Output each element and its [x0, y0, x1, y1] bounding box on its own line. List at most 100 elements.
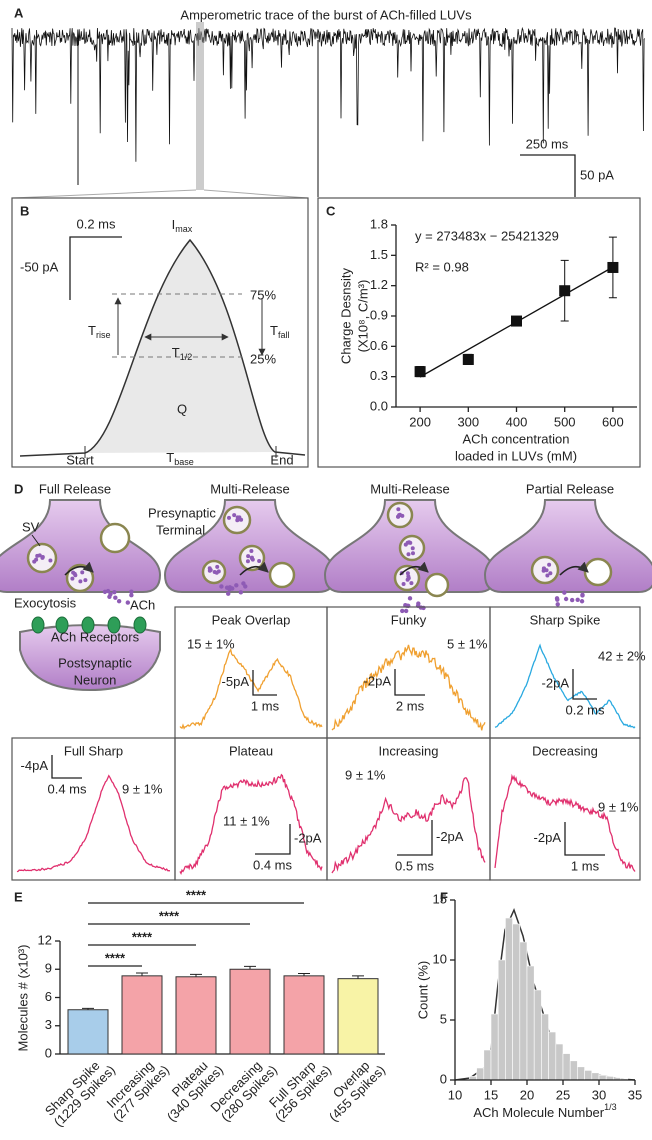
zoom-line [12, 190, 196, 198]
vesicle [270, 563, 294, 587]
x-tick-label: 15 [484, 1087, 498, 1102]
ach-dot [570, 598, 574, 602]
neuron-label: Postsynaptic [58, 655, 132, 670]
base-label-sub: base [174, 457, 194, 467]
ach-receptor [32, 617, 44, 633]
data-point [511, 316, 522, 327]
ach-dot [230, 586, 234, 590]
scale-label: -4pA [21, 758, 49, 773]
scale-label: -2pA [534, 830, 562, 845]
mechanism-title: Full Release [39, 481, 111, 496]
scale-label: -2pA [436, 829, 464, 844]
vesicle [585, 559, 611, 585]
base-label: Tbase [166, 450, 193, 467]
histogram-bar [541, 1014, 548, 1080]
fall-label-main: T [270, 323, 278, 338]
end-label: End [270, 452, 293, 467]
x-tick-label: 25 [556, 1087, 570, 1102]
rise-label-main: T [88, 323, 96, 338]
scale-label: -2pA [294, 830, 322, 845]
ach-dot [580, 593, 584, 597]
panel-label: E [14, 889, 23, 904]
ach-dot [107, 595, 111, 599]
ach-label: ACh [130, 597, 155, 612]
zoom-region [196, 22, 204, 190]
trace-title: Plateau [229, 743, 273, 758]
ach-dot [234, 583, 238, 587]
panel-label: C [326, 203, 336, 218]
current-trace [332, 645, 485, 730]
scale-label: -2pA [364, 673, 392, 688]
trace-fraction: 11 ± 1% [223, 813, 270, 828]
x-tick-label: 200 [409, 414, 431, 429]
ach-dot [249, 549, 253, 553]
vesicle [101, 524, 129, 552]
peak-label-sub: max [175, 224, 193, 234]
ach-dot [225, 585, 229, 589]
ach-dot [408, 596, 412, 600]
ach-dot [409, 581, 413, 585]
x-tick-label: 35 [628, 1087, 642, 1102]
ach-dot [411, 546, 415, 550]
scale-label: 0.2 ms [565, 702, 605, 717]
scale-label: 250 ms [526, 136, 569, 151]
y-axis-label: Charge Desnsity [338, 267, 353, 364]
ach-dot [73, 573, 77, 577]
y-tick-label: 15 [433, 891, 447, 906]
significance-label: **** [105, 950, 126, 965]
ach-dot [48, 559, 52, 563]
terminal-label: Presynaptic [148, 505, 216, 520]
scale-label: 0.2 ms [76, 216, 116, 231]
scale-label: -2pA [542, 675, 570, 690]
ach-dot [257, 559, 261, 563]
scale-label: -5pA [222, 674, 250, 689]
y-tick-label: 12 [38, 932, 52, 947]
x-axis-label-sup: 1/3 [604, 1102, 617, 1112]
rise-label: Trise [88, 323, 110, 340]
ach-dot [408, 541, 412, 545]
significance-label: **** [186, 887, 207, 902]
ach-dot [411, 551, 415, 555]
bar [338, 979, 378, 1054]
ach-dot [208, 569, 212, 573]
panel-label: B [20, 203, 29, 218]
scale-label: 1 ms [251, 698, 280, 713]
fall-label: Tfall [270, 323, 289, 340]
scale-label: -50 pA [20, 259, 59, 274]
ach-dot [250, 556, 254, 560]
ach-dot [41, 555, 45, 559]
vesicle [426, 574, 448, 596]
trace-title: Funky [391, 612, 427, 627]
spike-area [85, 240, 275, 453]
histogram-bar [513, 924, 520, 1080]
trace-title: Increasing [379, 743, 439, 758]
ach-dot [555, 597, 559, 601]
ach-dot [556, 602, 560, 606]
y-tick-label: 0.3 [370, 368, 388, 383]
ach-dot [246, 554, 250, 558]
ach-dot [112, 590, 116, 594]
x-tick-label: 10 [448, 1087, 462, 1102]
scale-label: 0.4 ms [253, 857, 293, 872]
bar [230, 969, 270, 1054]
current-trace [180, 650, 322, 729]
scale-label: 0.5 ms [395, 858, 435, 873]
histogram-bar [534, 990, 541, 1080]
ach-dot [232, 513, 236, 517]
y-tick-label: 0 [440, 1071, 447, 1086]
trace-scale-bar [253, 670, 277, 695]
scale-label: 50 pA [580, 167, 614, 182]
fall-label-sub: fall [278, 330, 290, 340]
scale-label: 0.4 ms [47, 781, 87, 796]
neuron-label: Neuron [74, 672, 117, 687]
start-label: Start [66, 452, 94, 467]
bar [122, 976, 162, 1054]
ach-dot [419, 605, 423, 609]
histogram-bar [570, 1061, 577, 1080]
ach-dot [564, 597, 568, 601]
panel-label: D [14, 481, 23, 496]
ach-dot [542, 566, 546, 570]
x-tick-label: 30 [592, 1087, 606, 1102]
histogram-bar [498, 960, 505, 1080]
charge-label: Q [177, 401, 187, 416]
